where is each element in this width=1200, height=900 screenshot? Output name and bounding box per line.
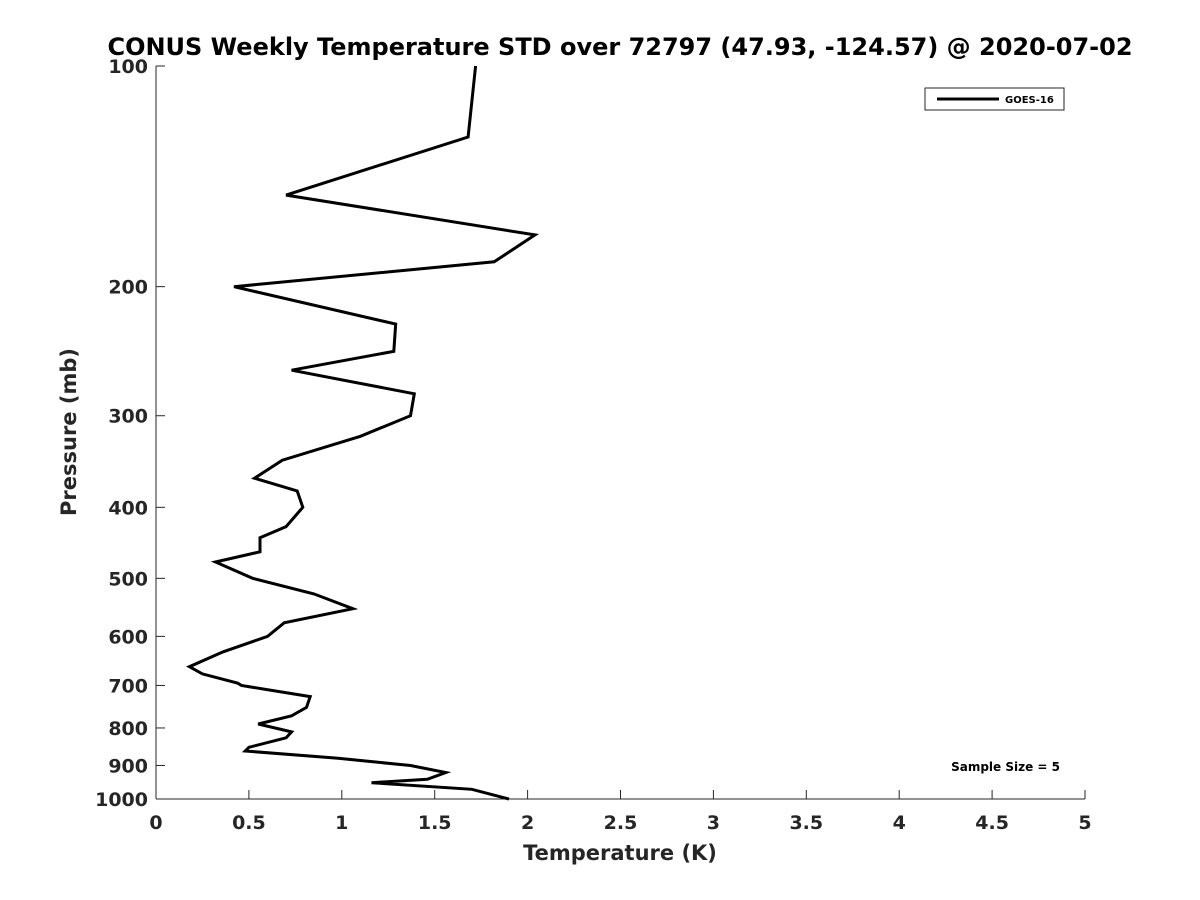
y-tick-label: 800 [108,718,148,740]
x-tick-label: 1.5 [418,812,452,834]
x-tick-label: 1 [335,812,348,834]
x-tick-label: 0 [149,812,162,834]
legend: GOES-16 [924,87,1065,111]
y-tick-label: 400 [108,497,148,519]
x-tick-label: 5 [1078,812,1091,834]
y-tick-label: 900 [108,755,148,777]
x-tick-label: 2.5 [604,812,638,834]
x-tick-label: 2 [521,812,534,834]
x-tick-label: 0.5 [232,812,266,834]
x-tick-label: 4 [893,812,906,834]
y-axis-label: Pressure (mb) [57,348,81,516]
y-axis-ticks: 100 200 300 400 500 600 700 800 900 1000 [95,56,165,811]
y-tick-label: 700 [108,675,148,697]
x-axis-ticks: 0 0.5 1 1.5 2 2.5 3 3.5 4 4.5 5 [149,790,1092,834]
plot-area [156,66,1085,799]
series-line-goes-16 [186,65,540,801]
y-tick-label: 200 [108,277,148,299]
y-tick-label: 300 [108,406,148,428]
y-tick-label: 600 [108,626,148,648]
x-axis-label: Temperature (K) [523,841,717,865]
legend-label-goes-16: GOES-16 [1005,95,1054,106]
sample-size-annotation: Sample Size = 5 [951,760,1060,774]
series-layer [186,65,540,801]
y-tick-label: 1000 [95,789,148,811]
chart-title: CONUS Weekly Temperature STD over 72797 … [107,33,1132,61]
y-tick-label: 500 [108,568,148,590]
x-tick-label: 3 [707,812,720,834]
y-tick-label: 100 [108,56,148,78]
x-tick-label: 3.5 [789,812,823,834]
x-tick-label: 4.5 [975,812,1009,834]
